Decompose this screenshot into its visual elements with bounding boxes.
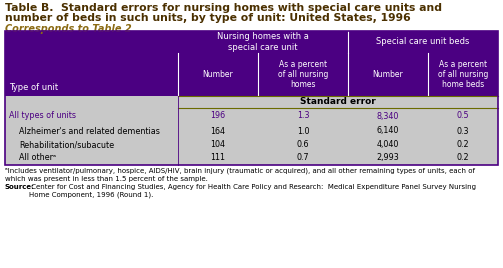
Text: Table B.  Standard errors for nursing homes with special care units and: Table B. Standard errors for nursing hom… xyxy=(5,3,442,13)
Text: Center for Cost and Financing Studies, Agency for Health Care Policy and Researc: Center for Cost and Financing Studies, A… xyxy=(29,184,476,198)
Text: number of beds in such units, by type of unit: United States, 1996: number of beds in such units, by type of… xyxy=(5,13,411,23)
Text: 196: 196 xyxy=(210,111,225,121)
Text: 1.0: 1.0 xyxy=(297,126,309,136)
Text: As a percent
of all nursing
home beds: As a percent of all nursing home beds xyxy=(438,59,488,90)
Text: All types of units: All types of units xyxy=(9,111,76,121)
Bar xyxy=(5,96,498,108)
Text: 0.2: 0.2 xyxy=(457,153,469,162)
Text: Type of unit: Type of unit xyxy=(9,83,58,92)
Text: Corresponds to Table 2: Corresponds to Table 2 xyxy=(5,24,132,34)
Text: Alzheimer's and related dementias: Alzheimer's and related dementias xyxy=(19,126,160,136)
Text: Special care unit beds: Special care unit beds xyxy=(376,38,470,47)
Text: Rehabilitation/subacute: Rehabilitation/subacute xyxy=(19,140,114,149)
Bar xyxy=(5,31,498,53)
Text: Number: Number xyxy=(373,70,403,79)
Text: 0.5: 0.5 xyxy=(457,111,469,121)
Text: 164: 164 xyxy=(210,126,225,136)
Text: 6,140: 6,140 xyxy=(377,126,399,136)
Text: Nursing homes with a
special care unit: Nursing homes with a special care unit xyxy=(217,32,309,52)
Text: 0.6: 0.6 xyxy=(297,140,309,149)
Text: Standard error: Standard error xyxy=(300,98,376,106)
Text: 4,040: 4,040 xyxy=(377,140,399,149)
Bar xyxy=(5,31,498,165)
Text: 111: 111 xyxy=(210,153,225,162)
Bar xyxy=(5,53,498,96)
Text: 0.7: 0.7 xyxy=(297,153,309,162)
Text: Source:: Source: xyxy=(5,184,35,190)
Text: ᵃIncludes ventilator/pulmonary, hospice, AIDS/HIV, brain injury (traumatic or ac: ᵃIncludes ventilator/pulmonary, hospice,… xyxy=(5,168,475,181)
Text: All otherᵃ: All otherᵃ xyxy=(19,153,56,162)
Text: 1.3: 1.3 xyxy=(297,111,309,121)
Bar xyxy=(5,31,498,165)
Text: As a percent
of all nursing
homes: As a percent of all nursing homes xyxy=(278,59,328,90)
Text: 2,993: 2,993 xyxy=(377,153,399,162)
Text: 0.2: 0.2 xyxy=(457,140,469,149)
Text: 104: 104 xyxy=(210,140,225,149)
Text: Number: Number xyxy=(203,70,233,79)
Text: 8,340: 8,340 xyxy=(377,111,399,121)
Text: 0.3: 0.3 xyxy=(457,126,469,136)
